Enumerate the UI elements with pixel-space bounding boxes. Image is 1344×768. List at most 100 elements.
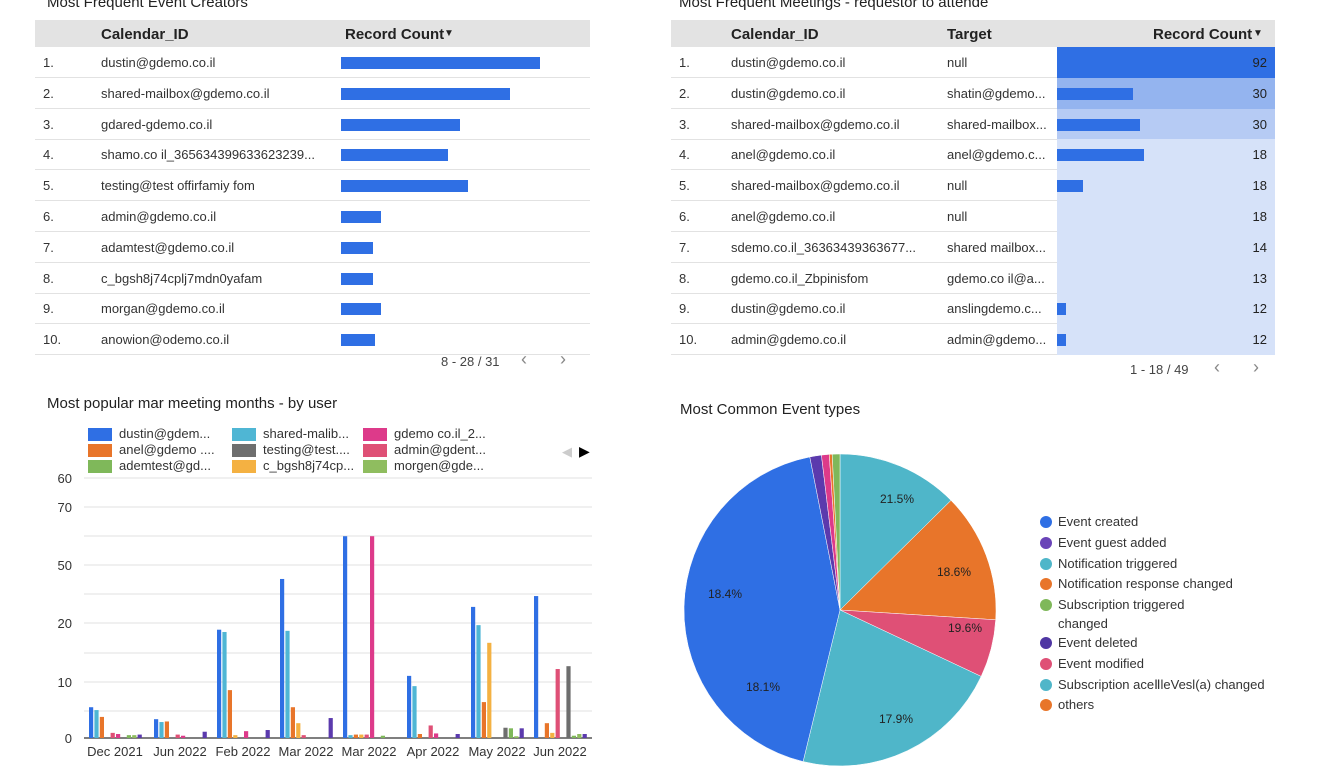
legend-label[interactable]: morgen@gde... — [394, 458, 484, 473]
bar — [154, 719, 159, 738]
bar — [481, 702, 486, 738]
legend-label[interactable]: Event modified — [1058, 656, 1144, 671]
table-row[interactable]: 3. shared-mailbox@gdemo.co.il shared-mailb… — [671, 108, 1275, 140]
table-row[interactable]: 5. shared-mailbox@gdemo.co.il null 18 — [671, 170, 1275, 202]
table-row[interactable]: 9. morgan@gdemo.co.il — [35, 293, 590, 325]
record-count: 12 — [1252, 301, 1267, 317]
record-count-cell: 92 — [1057, 47, 1275, 78]
table-row[interactable]: 8. c_bgsh8j74cplj7mdn0yafam — [35, 263, 590, 294]
col-calendar-id[interactable]: Calendar_ID — [731, 26, 819, 43]
col-target[interactable]: Target — [947, 26, 992, 43]
bar — [577, 734, 582, 738]
prev-page-icon[interactable]: ‹ — [1214, 357, 1220, 377]
row-number: 6. — [679, 209, 690, 224]
table-row[interactable]: 2. dustin@gdemo.co.il shatin@gdemo... 30 — [671, 77, 1275, 109]
prev-page-icon[interactable]: ‹ — [521, 349, 527, 369]
table-row[interactable]: 4. shamo.co il_365634399633623239... — [35, 139, 590, 171]
bar-chart: 0 10 20 50 70 60 Dec 2021 Jun 2022 Feb 2022 Mar 2… — [58, 471, 592, 759]
legend-label[interactable]: testing@test.... — [263, 442, 350, 457]
legend-label[interactable]: anel@gdemo .... — [119, 442, 215, 457]
record-count-cell: 30 — [1057, 108, 1275, 140]
table-row[interactable]: 1. dustin@gdemo.co.il null 92 — [671, 47, 1275, 78]
legend-label[interactable]: Notification triggered — [1058, 556, 1178, 571]
legend-label[interactable]: Event guest added — [1058, 535, 1167, 550]
bar — [348, 735, 353, 738]
caret-down-icon[interactable]: ▼ — [444, 28, 454, 39]
table-row[interactable]: 6. admin@gdemo.co.il — [35, 201, 590, 232]
legend-label[interactable]: Event created — [1058, 514, 1139, 529]
caret-down-icon[interactable]: ▼ — [1253, 28, 1263, 39]
legend-label[interactable]: c_bgsh8j74cp... — [263, 458, 355, 473]
x-tick-label: Apr 2022 — [407, 744, 460, 759]
target: anslingdemo.c... — [947, 301, 1042, 317]
record-count-bar — [341, 180, 469, 193]
legend-label[interactable]: shared-malib... — [263, 426, 349, 441]
legend-label[interactable]: gdemo co.il_2... — [394, 426, 486, 441]
legend-label[interactable]: others — [1058, 697, 1095, 712]
record-count-cell: 14 — [1057, 231, 1275, 263]
col-record-count[interactable]: Record Count — [345, 26, 445, 43]
legend-label[interactable]: admin@gdent... — [394, 442, 486, 457]
bar — [519, 728, 524, 738]
bar — [110, 732, 115, 738]
bar — [126, 735, 131, 738]
table-row[interactable]: 1. dustin@gdemo.co.il — [35, 47, 590, 78]
bar — [514, 736, 519, 738]
record-count-bar — [1057, 303, 1066, 316]
table-row[interactable]: 2. shared-mailbox@gdemo.co.il — [35, 78, 590, 109]
table-row[interactable]: 7. sdemo.co.il_36363439363677... shared ma… — [671, 231, 1275, 263]
table-row[interactable]: 7. adamtest@gdemo.co.il — [35, 232, 590, 263]
bar — [417, 734, 422, 738]
bar — [94, 710, 99, 738]
bar — [244, 731, 249, 738]
next-page-icon[interactable]: › — [560, 349, 566, 369]
table-row[interactable]: 3. gdared-gdemo.co.il — [35, 109, 590, 140]
table-row[interactable]: 10. anowion@odemo.co.il — [35, 324, 590, 356]
bar — [175, 734, 180, 738]
target: shared-mailbox... — [947, 116, 1047, 132]
calendar-id: dustin@gdemo.co.il — [731, 55, 846, 70]
record-count-cell: 13 — [1057, 262, 1275, 294]
record-count: 18 — [1252, 178, 1267, 194]
bar — [571, 735, 576, 738]
table-row[interactable]: 10. admin@gdemo.co.il admin@gdemo... 12 — [671, 324, 1275, 356]
legend-prev-icon[interactable]: ◀ — [562, 444, 572, 459]
calendar-id: dustin@gdemo.co.il — [731, 85, 846, 101]
slice-label: 18.1% — [746, 680, 780, 694]
legend-dot — [1040, 699, 1052, 711]
calendar-id: shared-mailbox@gdemo.co.il — [731, 116, 900, 132]
row-number: 10. — [679, 332, 698, 348]
row-number: 10. — [43, 332, 62, 348]
calendar-id: morgan@gdemo.co.il — [101, 301, 225, 317]
legend-label[interactable]: Subscription triggered — [1058, 597, 1185, 612]
meetings-pagination: 1 - 18 / 49 — [1130, 362, 1189, 377]
legend-label[interactable]: Subscription aceⅡleVesl(a) changed — [1058, 677, 1265, 692]
x-tick-label: Mar 2022 — [279, 744, 334, 759]
legend-label[interactable]: Notification response changed — [1058, 576, 1233, 591]
bar — [296, 723, 301, 738]
table-row[interactable]: 8. gdemo.co.il_Zbpinisfom gdemo.co il@a...… — [671, 262, 1275, 294]
table-row[interactable]: 6. anel@gdemo.co.il null 18 — [671, 201, 1275, 232]
row-number: 1. — [43, 55, 54, 70]
next-page-icon[interactable]: › — [1253, 357, 1259, 377]
target: gdemo.co il@a... — [947, 270, 1045, 286]
record-count-bar — [1057, 180, 1084, 193]
table-row[interactable]: 4. anel@gdemo.co.il anel@gdemo.c... 18 — [671, 139, 1275, 171]
legend-label[interactable]: Event deleted — [1058, 635, 1138, 650]
bar — [227, 690, 232, 738]
col-calendar-id[interactable]: Calendar_ID — [101, 26, 189, 43]
legend-label[interactable]: ademtest@gd... — [119, 458, 211, 473]
record-count-cell: 18 — [1057, 201, 1275, 232]
row-number: 3. — [43, 116, 54, 132]
table-row[interactable]: 5. testing@test offirfamiy fom — [35, 170, 590, 202]
table-row[interactable]: 9. dustin@gdemo.co.il anslingdemo.c... 12 — [671, 293, 1275, 325]
bar — [285, 630, 290, 738]
record-count: 13 — [1252, 270, 1267, 286]
pie-slice — [839, 500, 997, 621]
meetings-title: Most Frequent Meetings - requestor to at… — [679, 0, 989, 11]
legend-label[interactable]: dustin@gdem... — [119, 426, 211, 441]
bar — [503, 727, 508, 738]
legend-next-icon[interactable]: ▶ — [579, 443, 590, 459]
creators-table-header: Calendar_ID Record Count ▼ — [35, 20, 590, 47]
col-record-count[interactable]: Record Count — [1153, 26, 1253, 43]
